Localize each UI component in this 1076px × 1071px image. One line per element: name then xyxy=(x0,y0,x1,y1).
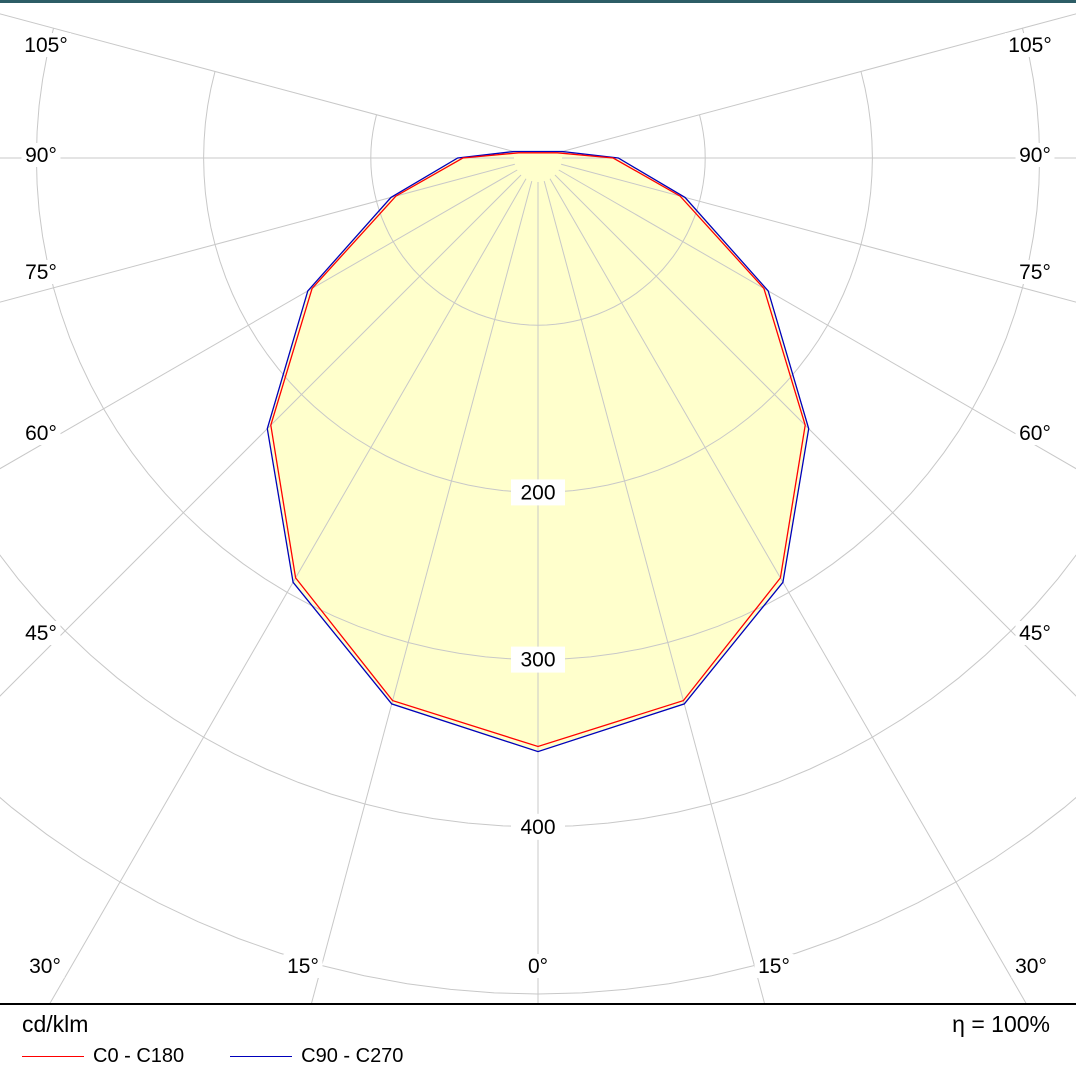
grid-ray xyxy=(561,13,1076,153)
legend-line-c90-icon xyxy=(230,1056,293,1057)
angle-label-mask xyxy=(283,954,323,978)
ring-label: 300 xyxy=(520,649,555,672)
angle-label-mask xyxy=(25,954,65,978)
angle-label-mask xyxy=(1015,421,1055,445)
angle-label-mask xyxy=(1011,954,1051,978)
top-border xyxy=(0,0,1076,3)
curve-c0-c180 xyxy=(270,152,806,748)
grid-ray xyxy=(0,163,515,303)
grid-ray xyxy=(549,178,1027,1003)
grid-ray xyxy=(0,13,515,153)
grid-ray xyxy=(554,174,1076,697)
angle-label: 105° xyxy=(24,34,67,57)
ring-label: 400 xyxy=(520,816,555,839)
units-label: cd/klm xyxy=(22,1011,89,1037)
polar-intensity-chart: 200 300 400 105° 105° 90° 90° 75° 75° 60° 60° 45° 45… xyxy=(0,0,1076,1003)
ring-label: 200 xyxy=(520,481,555,504)
grid-ray xyxy=(49,178,527,1003)
angle-label-mask xyxy=(524,954,552,978)
footer-row: cd/klm η = 100% xyxy=(0,1005,1076,1038)
grid-ray xyxy=(561,163,1076,303)
angle-label: 45° xyxy=(25,622,57,645)
ring-label-mask xyxy=(511,646,565,673)
ring-label-mask xyxy=(511,479,565,506)
angle-label: 75° xyxy=(25,261,57,284)
legend-item-c90-c270: C90 - C270 xyxy=(230,1045,403,1068)
curve-c90-c270 xyxy=(266,150,810,753)
angle-label-mask xyxy=(21,621,61,645)
chart-footer: cd/klm η = 100% C0 - C180 C90 - C270 xyxy=(0,1003,1076,1069)
grid-ray xyxy=(0,174,522,697)
legend-label-c90: C90 - C270 xyxy=(301,1045,404,1067)
legend-item-c0-c180: C0 - C180 xyxy=(22,1045,184,1068)
angle-label: 60° xyxy=(25,422,57,445)
legend: C0 - C180 C90 - C270 xyxy=(0,1045,1076,1068)
angle-label: 90° xyxy=(25,144,57,167)
angle-label: 105° xyxy=(1008,34,1051,57)
angle-label: 45° xyxy=(1019,622,1051,645)
grid-ray xyxy=(543,181,765,1003)
grid-ray xyxy=(0,169,518,470)
angle-label-mask xyxy=(1015,143,1055,167)
grid-ray xyxy=(558,169,1076,470)
angle-label-mask xyxy=(21,260,61,284)
legend-label-c0: C0 - C180 xyxy=(93,1045,185,1067)
angle-label: 60° xyxy=(1019,422,1051,445)
angle-label: 15° xyxy=(758,955,790,978)
legend-line-c0-icon xyxy=(22,1056,84,1057)
angle-label: 90° xyxy=(1019,144,1051,167)
angle-label: 15° xyxy=(287,955,319,978)
angle-label: 75° xyxy=(1019,261,1051,284)
angle-label-mask xyxy=(21,421,61,445)
angle-label: 0° xyxy=(528,955,548,978)
angle-label-mask xyxy=(754,954,794,978)
angle-label-mask xyxy=(1015,621,1055,645)
ring-label-mask xyxy=(511,813,565,840)
angle-label-mask xyxy=(1005,33,1055,57)
angle-label-mask xyxy=(21,143,61,167)
grid-ray xyxy=(311,181,533,1003)
angle-label-mask xyxy=(21,33,71,57)
angle-label: 30° xyxy=(1015,955,1047,978)
angle-label: 30° xyxy=(29,955,61,978)
efficiency-label: η = 100% xyxy=(952,1011,1050,1037)
angle-label-mask xyxy=(1015,260,1055,284)
